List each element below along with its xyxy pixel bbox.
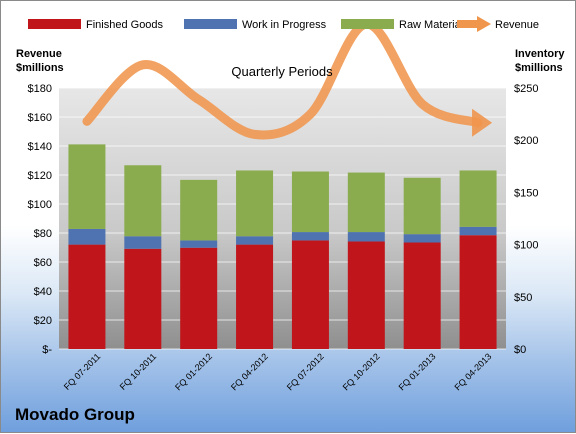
bar-finished-goods [236,245,273,349]
bar-finished-goods [68,245,105,349]
legend-label-finished-goods: Finished Goods [86,19,164,31]
bar-raw-materials [348,173,385,233]
bar-work-in-progress [292,232,329,240]
right-tick-label: $50 [514,292,532,304]
bar-finished-goods [180,248,217,349]
legend-label-revenue: Revenue [495,19,539,31]
left-tick-label: $40 [34,286,52,298]
left-tick-label: $100 [28,199,52,211]
left-axis-label-line2: $millions [16,62,64,74]
left-tick-label: $60 [34,257,52,269]
category-label: FQ 04-2013 [452,351,493,392]
right-axis-ticks: $0 $50 $100 $150 $200 $250 [514,83,538,356]
bar-raw-materials [124,165,161,236]
left-tick-label: $140 [28,141,52,153]
right-axis-label-line2: $millions [515,62,563,74]
right-tick-label: $250 [514,83,538,95]
bar-work-in-progress [124,236,161,249]
category-label: FQ 01-2013 [397,351,438,392]
category-labels: FQ 07-2011 FQ 10-2011 FQ 01-2012 FQ 04-2012… [62,351,494,392]
chart-title: Quarterly Periods [231,64,333,79]
legend-swatch-raw-materials [341,19,394,29]
bar-raw-materials [404,178,441,234]
bar-finished-goods [404,243,441,349]
bar-raw-materials [292,172,329,233]
legend-swatch-finished-goods [28,19,81,29]
category-label: FQ 04-2012 [229,351,270,392]
bar-finished-goods [348,241,385,349]
left-tick-label: $20 [34,315,52,327]
right-tick-label: $100 [514,240,538,252]
bar-finished-goods [460,235,497,349]
bar-raw-materials [180,180,217,241]
right-tick-label: $150 [514,187,538,199]
category-label: FQ 07-2011 [62,351,103,392]
bar-work-in-progress [348,232,385,241]
bar-work-in-progress [68,229,105,245]
category-label: FQ 07-2012 [285,351,326,392]
bar-raw-materials [236,170,273,236]
category-label: FQ 10-2012 [341,351,382,392]
right-tick-label: $0 [514,344,526,356]
bar-raw-materials [68,144,105,229]
left-axis-label-line1: Revenue [16,48,62,60]
bar-finished-goods [292,240,329,349]
left-tick-label: $120 [28,170,52,182]
left-tick-label: $- [42,344,52,356]
right-tick-label: $200 [514,135,538,147]
company-name: Movado Group [15,405,135,425]
bar-work-in-progress [180,240,217,247]
category-label: FQ 01-2012 [173,351,214,392]
left-tick-label: $180 [28,83,52,95]
bar-work-in-progress [236,236,273,244]
bar-work-in-progress [460,227,497,235]
legend-label-work-in-progress: Work in Progress [242,19,327,31]
bar-raw-materials [460,170,497,226]
bar-finished-goods [124,249,161,349]
bar-work-in-progress [404,234,441,242]
left-tick-label: $160 [28,112,52,124]
left-axis-ticks: $- $20 $40 $60 $80 $100 $120 $140 $160 $180 [28,83,53,356]
right-axis-label-line1: Inventory [515,48,565,60]
legend-swatch-work-in-progress [184,19,237,29]
category-label: FQ 10-2011 [118,351,159,392]
left-tick-label: $80 [34,228,52,240]
legend-arrow-icon [477,16,491,32]
